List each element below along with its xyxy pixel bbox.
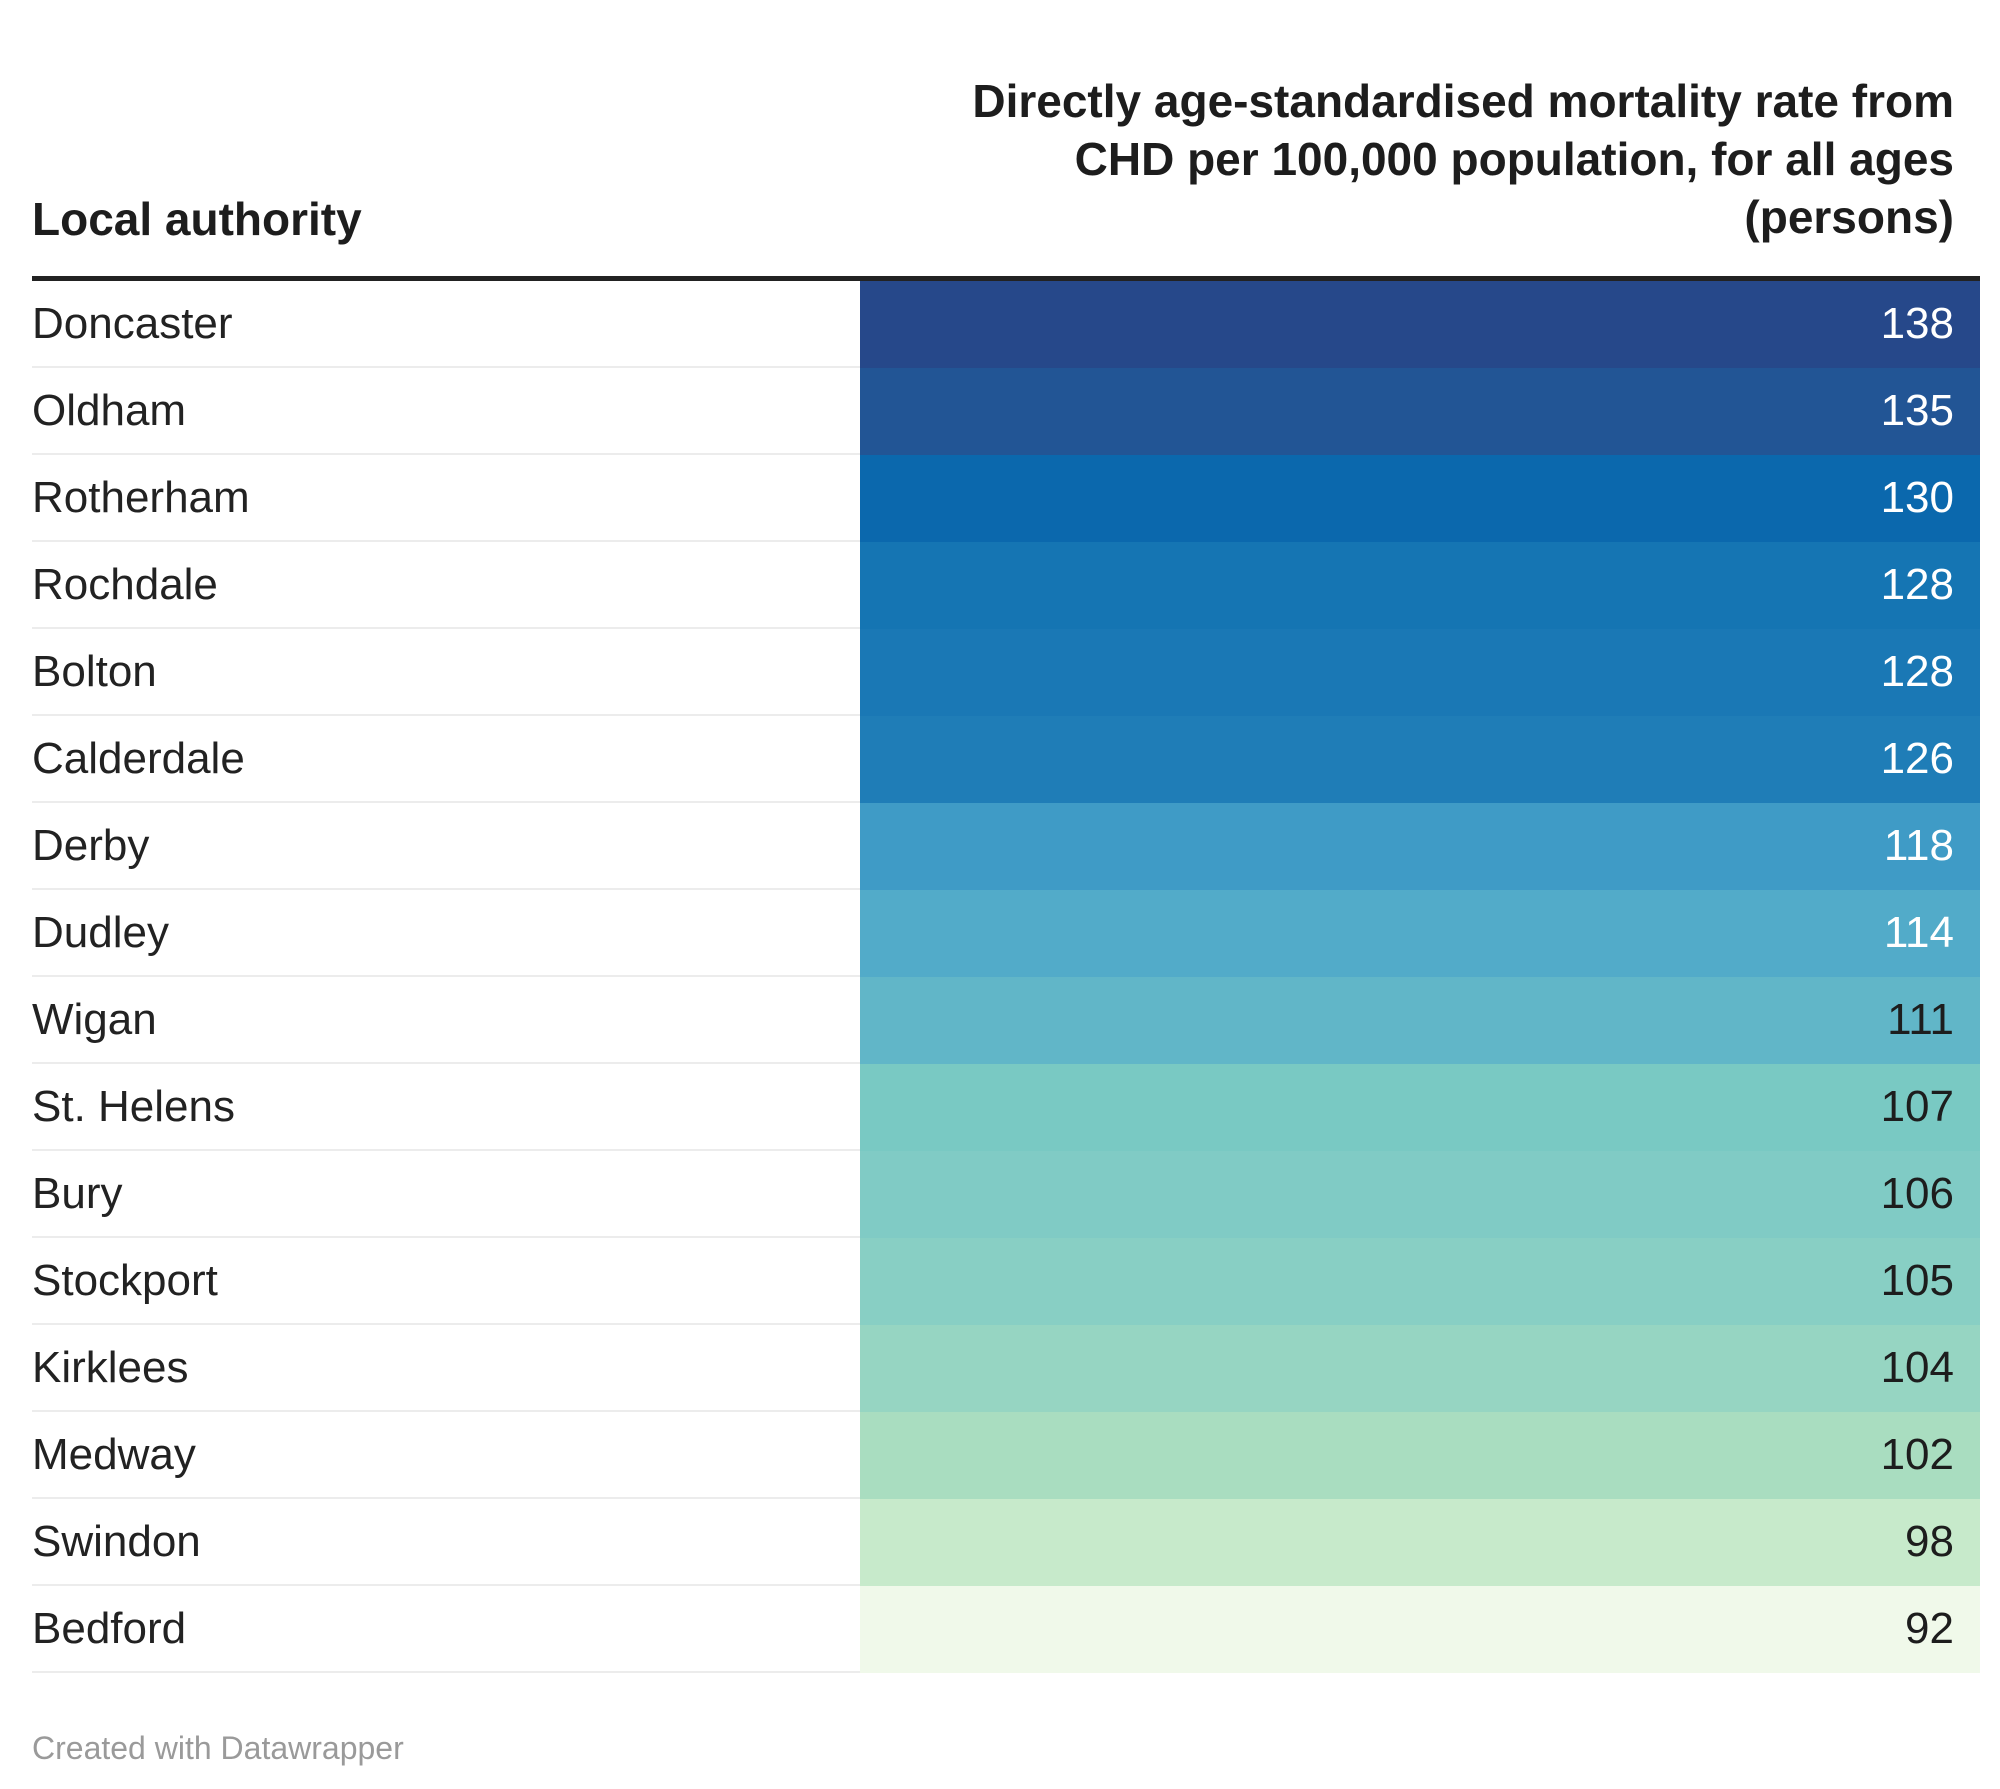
table-row: Bury 106 — [32, 1151, 1980, 1238]
column-header-local-authority[interactable]: Local authority — [32, 193, 362, 245]
header-line: CHD per 100,000 population, for all ages — [1074, 133, 1954, 185]
value-cell: 105 — [860, 1238, 1980, 1325]
table-body: Doncaster 138 Oldham 135 Rotherham 130 Rochdal… — [32, 281, 1980, 1673]
row-divider — [32, 714, 860, 716]
value-label: 106 — [1880, 1169, 1954, 1218]
row-divider — [32, 1497, 860, 1499]
table-row: Calderdale 126 — [32, 716, 1980, 803]
value-cell: 118 — [860, 803, 1980, 890]
table-row: Medway 102 — [32, 1412, 1980, 1499]
value-label: 107 — [1880, 1082, 1954, 1131]
table-row: Dudley 114 — [32, 890, 1980, 977]
table-row: St. Helens 107 — [32, 1064, 1980, 1151]
row-divider — [32, 1671, 860, 1673]
value-cell: 111 — [860, 977, 1980, 1064]
table-row: Rotherham 130 — [32, 455, 1980, 542]
value-cell: 104 — [860, 1325, 1980, 1412]
value-cell: 98 — [860, 1499, 1980, 1586]
table-row: Rochdale 128 — [32, 542, 1980, 629]
value-label: 135 — [1880, 386, 1954, 435]
value-cell: 126 — [860, 716, 1980, 803]
row-label: Swindon — [32, 1517, 201, 1566]
row-divider — [32, 1062, 860, 1064]
row-label: Calderdale — [32, 734, 245, 783]
row-label: Rotherham — [32, 473, 250, 522]
value-label: 104 — [1880, 1343, 1954, 1392]
row-divider — [32, 888, 860, 890]
table-row: Bolton 128 — [32, 629, 1980, 716]
header-line: Directly age-standardised mortality rate… — [972, 75, 1954, 127]
row-divider — [32, 1149, 860, 1151]
table-header: Local authority Directly age-standardise… — [32, 60, 1980, 276]
value-label: 114 — [1883, 908, 1954, 957]
value-cell: 114 — [860, 890, 1980, 977]
row-label: Wigan — [32, 995, 157, 1044]
table-row: Swindon 98 — [32, 1499, 1980, 1586]
value-cell: 130 — [860, 455, 1980, 542]
value-cell: 106 — [860, 1151, 1980, 1238]
value-label: 128 — [1880, 560, 1954, 609]
row-label: Bury — [32, 1169, 123, 1218]
row-divider — [32, 1410, 860, 1412]
value-cell: 128 — [860, 629, 1980, 716]
row-divider — [32, 366, 860, 368]
row-label: Kirklees — [32, 1343, 189, 1392]
value-label: 111 — [1887, 995, 1954, 1044]
value-cell: 107 — [860, 1064, 1980, 1151]
value-label: 102 — [1880, 1430, 1954, 1479]
row-divider — [32, 975, 860, 977]
row-label: Oldham — [32, 386, 187, 435]
value-label: 126 — [1880, 734, 1954, 783]
row-divider — [32, 801, 860, 803]
table-row: Kirklees 104 — [32, 1325, 1980, 1412]
row-label: Bedford — [32, 1604, 187, 1653]
value-label: 128 — [1880, 647, 1954, 696]
value-label: 105 — [1880, 1256, 1954, 1305]
datawrapper-credit[interactable]: Created with Datawrapper — [32, 1730, 404, 1766]
row-label: Rochdale — [32, 560, 218, 609]
value-label: 92 — [1905, 1604, 1954, 1653]
table-row: Doncaster 138 — [32, 281, 1980, 368]
row-label: Dudley — [32, 908, 169, 957]
row-label: Medway — [32, 1430, 196, 1479]
value-label: 98 — [1905, 1517, 1954, 1566]
value-cell: 92 — [860, 1586, 1980, 1673]
table-row: Wigan 111 — [32, 977, 1980, 1064]
value-label: 118 — [1883, 821, 1954, 870]
value-cell: 102 — [860, 1412, 1980, 1499]
row-label: Derby — [32, 821, 150, 870]
row-divider — [32, 540, 860, 542]
row-divider — [32, 453, 860, 455]
table-row: Bedford 92 — [32, 1586, 1980, 1673]
value-cell: 128 — [860, 542, 1980, 629]
row-divider — [32, 1584, 860, 1586]
column-header-mortality-rate[interactable]: Directly age-standardised mortality rate… — [854, 72, 1954, 246]
value-cell: 135 — [860, 368, 1980, 455]
table-row: Oldham 135 — [32, 368, 1980, 455]
row-divider — [32, 627, 860, 629]
row-label: St. Helens — [32, 1082, 235, 1131]
row-label: Bolton — [32, 647, 157, 696]
header-line: (persons) — [1744, 191, 1954, 243]
data-table: Local authority Directly age-standardise… — [32, 60, 1980, 1673]
row-label: Doncaster — [32, 299, 233, 348]
header-rule — [32, 276, 1980, 281]
table-row: Derby 118 — [32, 803, 1980, 890]
value-label: 130 — [1880, 473, 1954, 522]
value-label: 138 — [1880, 299, 1954, 348]
value-cell: 138 — [860, 281, 1980, 368]
row-label: Stockport — [32, 1256, 218, 1305]
row-divider — [32, 1323, 860, 1325]
table-row: Stockport 105 — [32, 1238, 1980, 1325]
row-divider — [32, 1236, 860, 1238]
